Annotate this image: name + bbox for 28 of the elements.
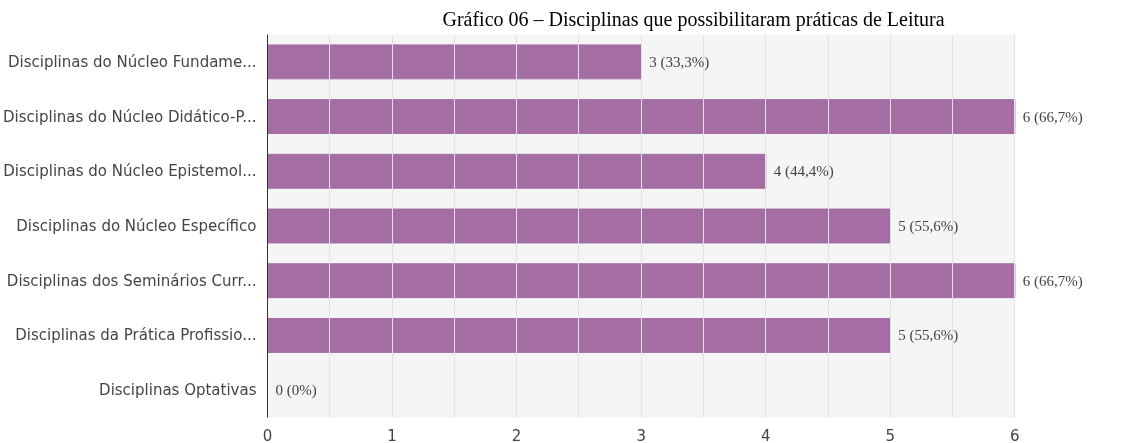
y-tick-label: Disciplinas dos Seminários Curr...	[6, 271, 257, 290]
data-label: 0 (0%)	[275, 382, 317, 400]
x-tick-label: 0	[262, 426, 273, 443]
data-label: 4 (44,4%)	[773, 163, 834, 181]
y-tick-label: Disciplinas do Núcleo Fundame...	[7, 52, 257, 71]
x-tick-label: 2	[511, 426, 522, 443]
x-tick-label: 1	[387, 426, 397, 443]
bar	[267, 263, 1016, 299]
data-label: 6 (66,7%)	[1022, 272, 1083, 290]
x-tick-label: 5	[885, 426, 896, 443]
data-label: 3 (33,3%)	[649, 53, 710, 71]
y-tick-label: Disciplinas do Núcleo Didático-P...	[3, 107, 257, 126]
bar	[267, 317, 891, 353]
data-label: 5 (55,6%)	[898, 218, 959, 235]
y-tick-label: Disciplinas Optativas	[99, 381, 257, 400]
y-tick-label: Disciplinas do Núcleo Epistemol...	[3, 162, 257, 181]
x-tick-label: 3	[636, 426, 646, 443]
bar	[267, 99, 1016, 135]
x-tick-label: 4	[760, 426, 771, 443]
bar	[267, 44, 642, 80]
data-label: 6 (66,7%)	[1022, 108, 1083, 126]
bar	[267, 208, 891, 244]
chart-title: Gráfico 06 – Disciplinas que possibilitaram práticas de Leitura	[442, 7, 945, 31]
y-tick-label: Disciplinas do Núcleo Específico	[16, 217, 257, 235]
data-label: 5 (55,6%)	[898, 327, 959, 345]
x-tick-label: 6	[1010, 426, 1020, 443]
y-tick-label: Disciplinas da Prática Profissio...	[15, 326, 257, 345]
bar	[267, 153, 767, 189]
